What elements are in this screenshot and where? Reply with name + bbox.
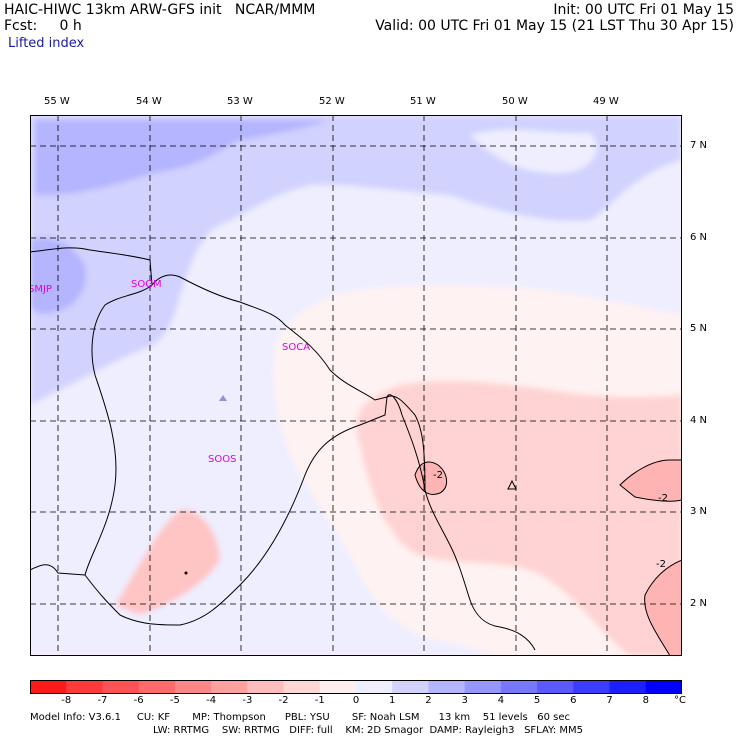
colorbar-tick-label: -5	[169, 695, 180, 706]
colorbar-tick-label: 8	[642, 695, 649, 706]
colorbar-unit: °C	[674, 695, 686, 706]
colorbar-frame	[30, 680, 682, 694]
coastline	[151, 274, 388, 401]
colorbar-tick-label: 6	[570, 695, 577, 706]
colorbar-swatch	[645, 680, 682, 694]
colorbar-swatch	[247, 680, 285, 694]
contour-neg2-southeast	[644, 559, 682, 656]
lon-label: 52 W	[319, 96, 345, 107]
colorbar-swatch	[500, 680, 538, 694]
lat-label: 7 N	[690, 140, 708, 151]
colorbar-tick-label: 0	[352, 695, 360, 706]
latlon-grid	[30, 115, 682, 656]
colorbar-swatch	[138, 680, 176, 694]
lat-label: 5 N	[690, 323, 708, 334]
lon-label: 50 W	[502, 96, 528, 107]
colorbar-swatch	[30, 680, 67, 694]
colorbar-swatch	[428, 680, 466, 694]
li-2-to-3-area	[30, 115, 682, 405]
lon-label: 54 W	[136, 96, 162, 107]
colorbar-tick-label: -2	[278, 695, 289, 706]
colorbar-swatch	[283, 680, 321, 694]
colorbar-tick-label: -3	[242, 695, 253, 706]
contour-label: -2	[433, 470, 443, 481]
model-info-line2: LW: RRTMG SW: RRTMG DIFF: full KM: 2D Sm…	[153, 725, 583, 736]
li-neg1-to-neg2-area	[356, 381, 682, 656]
lon-label: 49 W	[593, 96, 619, 107]
lifted-index-map: SMJP SOGM SOCA SOOS -2 -2 -2	[30, 115, 682, 656]
model-title: HAIC-HIWC 13km ARW-GFS init NCAR/MMM	[4, 2, 316, 18]
colorbar-swatch	[102, 680, 140, 694]
colorbar-tick-label: -1	[314, 695, 325, 706]
valid-time: Valid: 00 UTC Fri 01 May 15 (21 LST Thu …	[375, 18, 734, 34]
colorbar-tick-label: -4	[206, 695, 217, 706]
border-line-east	[386, 395, 536, 651]
colorbar-swatch	[211, 680, 248, 694]
colorbar-swatch	[573, 680, 611, 694]
colorbar-swatch	[464, 680, 502, 694]
colorbar-swatch	[609, 680, 647, 694]
border-line-west	[30, 247, 426, 626]
colorbar-tick-label: 5	[533, 695, 541, 706]
forecast-hour: Fcst: 0 h	[4, 18, 82, 34]
colorbar-tick-label: 3	[461, 695, 468, 706]
contour-small-triangle	[507, 479, 517, 490]
lat-label: 6 N	[690, 232, 708, 243]
field-name: Lifted index	[8, 36, 85, 51]
colorbar-tick-label: -7	[97, 695, 108, 706]
li-3-to-4-area	[35, 120, 330, 195]
station-label-soca: SOCA	[282, 342, 310, 353]
colorbar-tick-label: -6	[133, 695, 144, 706]
contour-neg2-east	[619, 459, 682, 502]
colorbar-tick-label: 2	[425, 695, 432, 706]
contour-label: -2	[656, 559, 666, 570]
contour-label: -2	[658, 493, 668, 504]
colorbar-swatch	[319, 680, 357, 694]
station-label-smjp: SMJP	[30, 284, 52, 295]
colorbar-swatch	[356, 680, 393, 694]
station-label-sogm: SOGM	[131, 279, 162, 290]
colorbar	[30, 680, 682, 694]
init-time: Init: 00 UTC Fri 01 May 15	[553, 2, 734, 18]
lon-label: 51 W	[410, 96, 436, 107]
river-line	[30, 564, 86, 576]
li-neg1-to-neg2-southwest	[115, 509, 220, 615]
colorbar-swatch	[537, 680, 574, 694]
lat-label: 3 N	[690, 506, 708, 517]
lon-label: 53 W	[227, 96, 253, 107]
station-marker	[184, 571, 188, 575]
colorbar-tick-label: -8	[61, 695, 72, 706]
station-marker	[219, 395, 227, 401]
colorbar-tick-label: 4	[497, 695, 505, 706]
station-label-soos: SOOS	[208, 454, 236, 465]
lat-label: 4 N	[690, 415, 708, 426]
colorbar-swatch	[174, 680, 212, 694]
colorbar-swatch	[392, 680, 429, 694]
lon-label: 55 W	[44, 96, 70, 107]
colorbar-tick-label: 1	[389, 695, 396, 706]
colorbar-tick-label: 7	[606, 695, 613, 706]
model-info-line1: Model Info: V3.6.1 CU: KF MP: Thompson P…	[30, 712, 570, 723]
li-1-to-2-pocket	[470, 129, 597, 174]
colorbar-swatch	[66, 680, 103, 694]
lat-label: 2 N	[690, 598, 708, 609]
map-frame	[30, 115, 682, 656]
